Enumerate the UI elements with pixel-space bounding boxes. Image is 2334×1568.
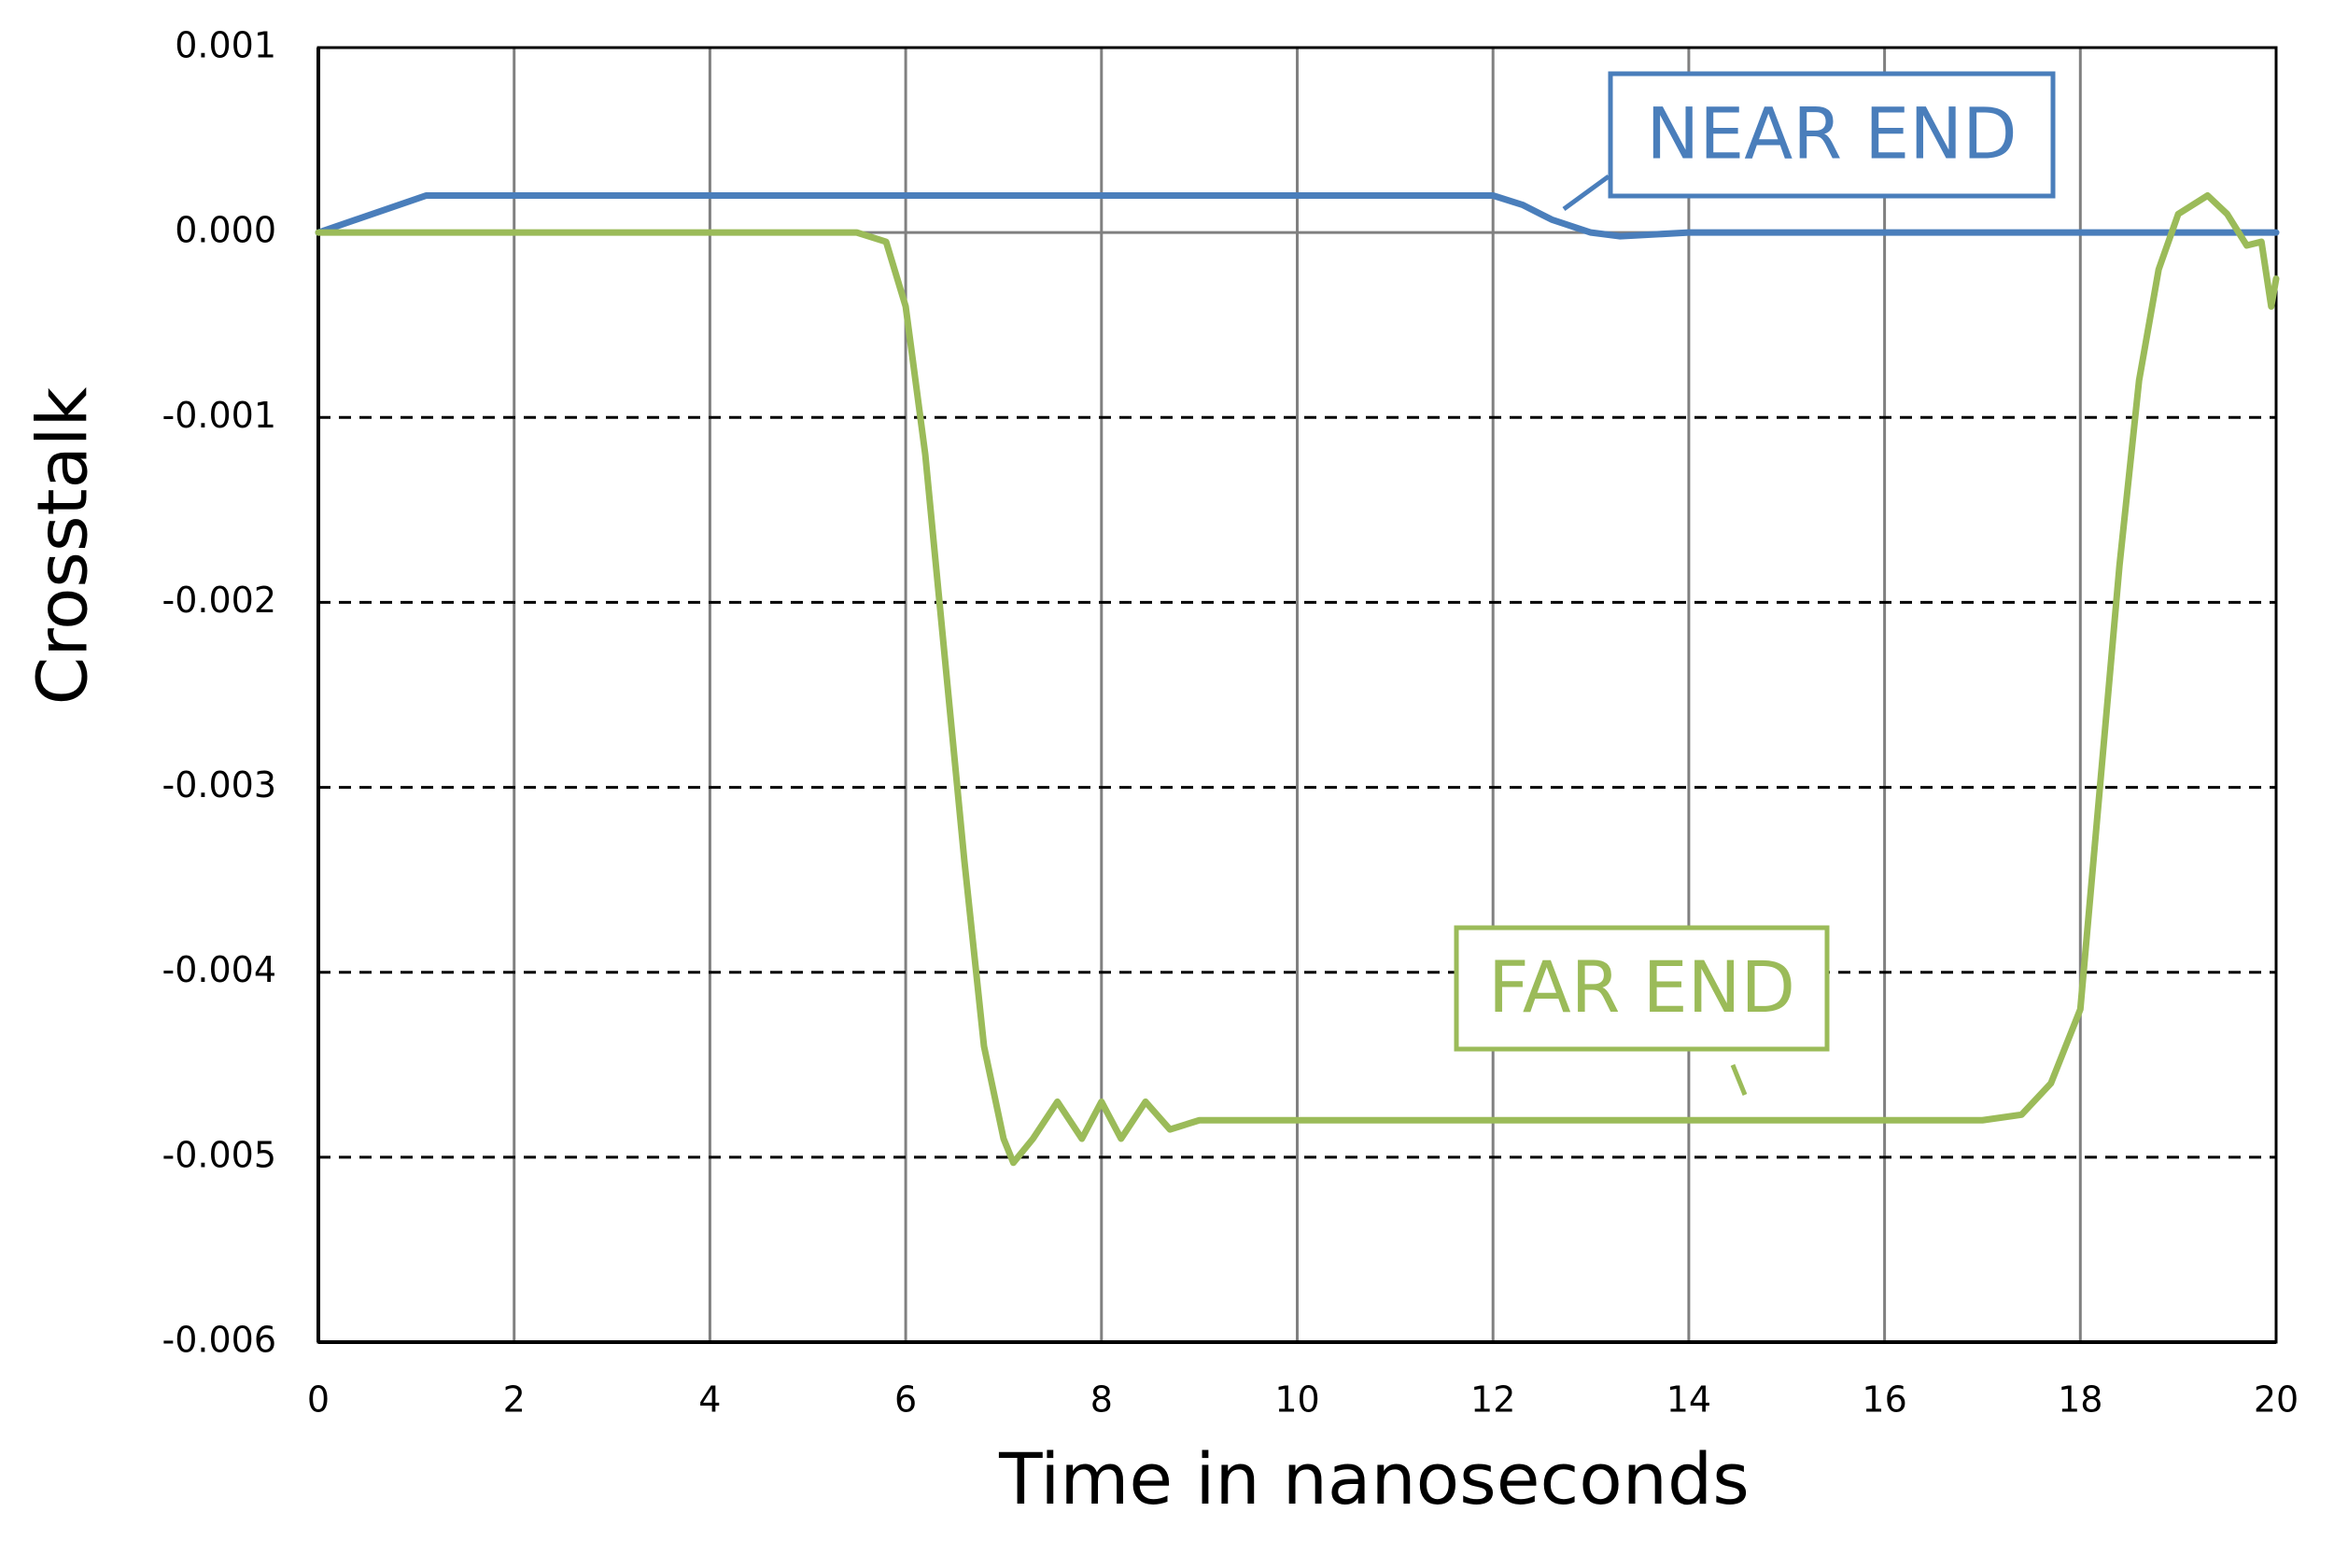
x-tick-label: 8: [1090, 1379, 1113, 1421]
x-tick-label: 0: [307, 1379, 330, 1421]
series-line: [315, 192, 2280, 1167]
x-tick-label: 20: [2254, 1379, 2299, 1421]
legend-box: [1608, 71, 2056, 199]
y-tick-label: -0.005: [162, 1134, 277, 1175]
y-tick-label: -0.004: [162, 949, 277, 990]
x-tick-label: 10: [1274, 1379, 1319, 1421]
x-tick-label: 2: [503, 1379, 526, 1421]
legend-label: FAR END: [1488, 945, 1795, 1029]
x-tick-label: 12: [1470, 1379, 1515, 1421]
y-tick-label: -0.003: [162, 764, 277, 805]
series-line: [315, 192, 2280, 240]
x-tick-label: 6: [894, 1379, 917, 1421]
x-axis-title: Time in nanoseconds: [998, 1437, 1750, 1520]
y-axis-title: Crosstalk: [23, 387, 104, 706]
y-tick-label: 0.001: [175, 25, 276, 66]
legend-label: NEAR END: [1646, 91, 2017, 175]
x-tick-label: 18: [2058, 1379, 2102, 1421]
legend-box: [1454, 925, 1830, 1052]
y-tick-label: -0.002: [162, 580, 277, 621]
y-tick-label: -0.001: [162, 395, 277, 436]
y-tick-label: 0.000: [175, 210, 276, 251]
x-tick-label: 16: [1862, 1379, 1906, 1421]
x-tick-label: 4: [698, 1379, 721, 1421]
x-tick-label: 14: [1666, 1379, 1711, 1421]
leader-line: [1730, 1064, 1748, 1096]
y-tick-label: -0.006: [162, 1320, 277, 1361]
leader-line: [1562, 174, 1610, 212]
